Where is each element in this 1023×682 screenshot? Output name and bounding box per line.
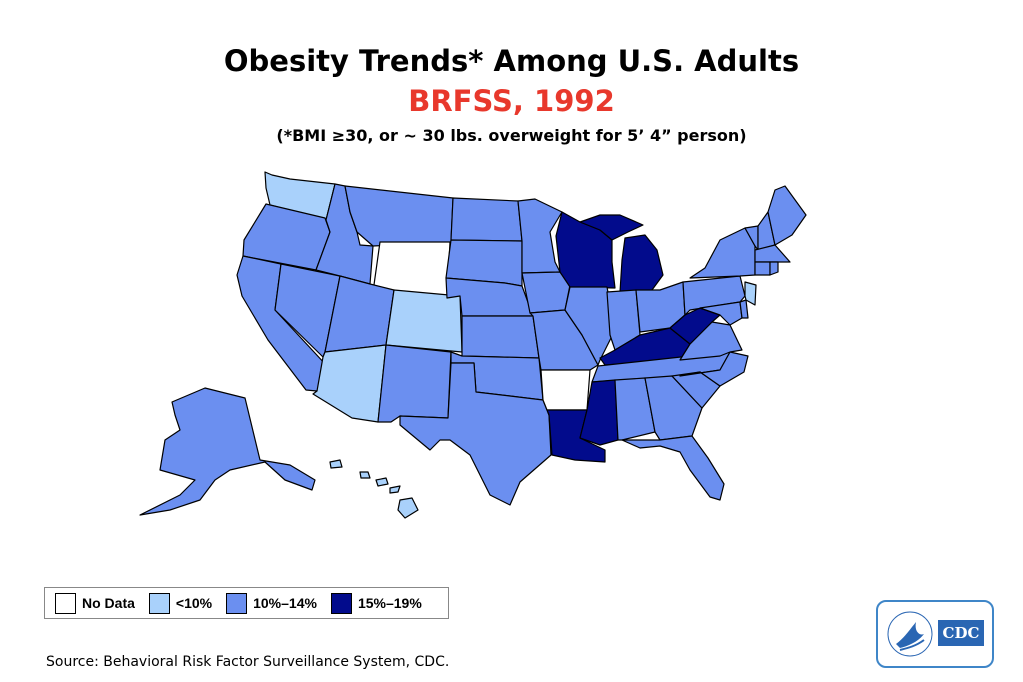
state-nc [679,351,749,387]
state-mi [619,234,664,293]
state-ma [754,244,791,263]
map-subtitle: BRFSS, 1992 [408,84,615,118]
state-mt [344,185,454,247]
state-ri [769,261,779,276]
legend-swatch-lt10 [148,592,170,614]
state-az [312,344,387,423]
hhs-eagle-icon [887,611,933,657]
state-nj [744,281,757,306]
state-hi-3 [375,477,389,487]
state-ny [689,227,756,279]
state-md [699,301,743,326]
state-fl [621,435,725,501]
state-ct [754,261,771,276]
state-tx [399,362,552,506]
state-hi-1 [329,459,343,469]
source-citation: Source: Behavioral Risk Factor Surveilla… [46,654,450,670]
state-al [614,377,656,441]
state-co [385,289,463,353]
legend-item-lt10: <10% [148,592,213,614]
cdc-logo: CDC [876,600,994,668]
legend-label-no-data: No Data [82,595,135,611]
state-wi [555,211,616,289]
state-hi-big [397,497,419,519]
state-ak [139,387,316,516]
state-ia [521,271,571,314]
state-de [739,299,749,319]
legend-swatch-15-19 [330,592,352,614]
state-hi-2 [359,471,371,479]
state-ar [540,369,591,411]
legend-label-lt10: <10% [175,595,213,611]
legend-label-15-19: 15%–19% [357,595,422,611]
bmi-note: (*BMI ≥30, or ~ 30 lbs. overweight for 5… [276,126,747,145]
state-nm [377,344,452,423]
cdc-wordmark: CDC [938,620,984,646]
state-mn [517,198,563,274]
legend-item-15-19: 15%–19% [330,592,422,614]
legend-item-no-data: No Data [55,592,135,614]
legend-item-10-14: 10%–14% [226,592,317,614]
legend-label-10-14: 10%–14% [253,595,317,611]
state-nd [450,197,523,242]
state-mi-up [579,214,644,241]
legend-swatch-no-data [55,592,76,614]
map-title: Obesity Trends* Among U.S. Adults [223,44,800,78]
state-ks [461,315,540,359]
state-me [767,185,807,246]
state-hi-4 [389,485,401,494]
legend-swatch-10-14 [226,592,248,614]
legend: No Data <10% 10%–14% 15%–19% [44,587,449,619]
